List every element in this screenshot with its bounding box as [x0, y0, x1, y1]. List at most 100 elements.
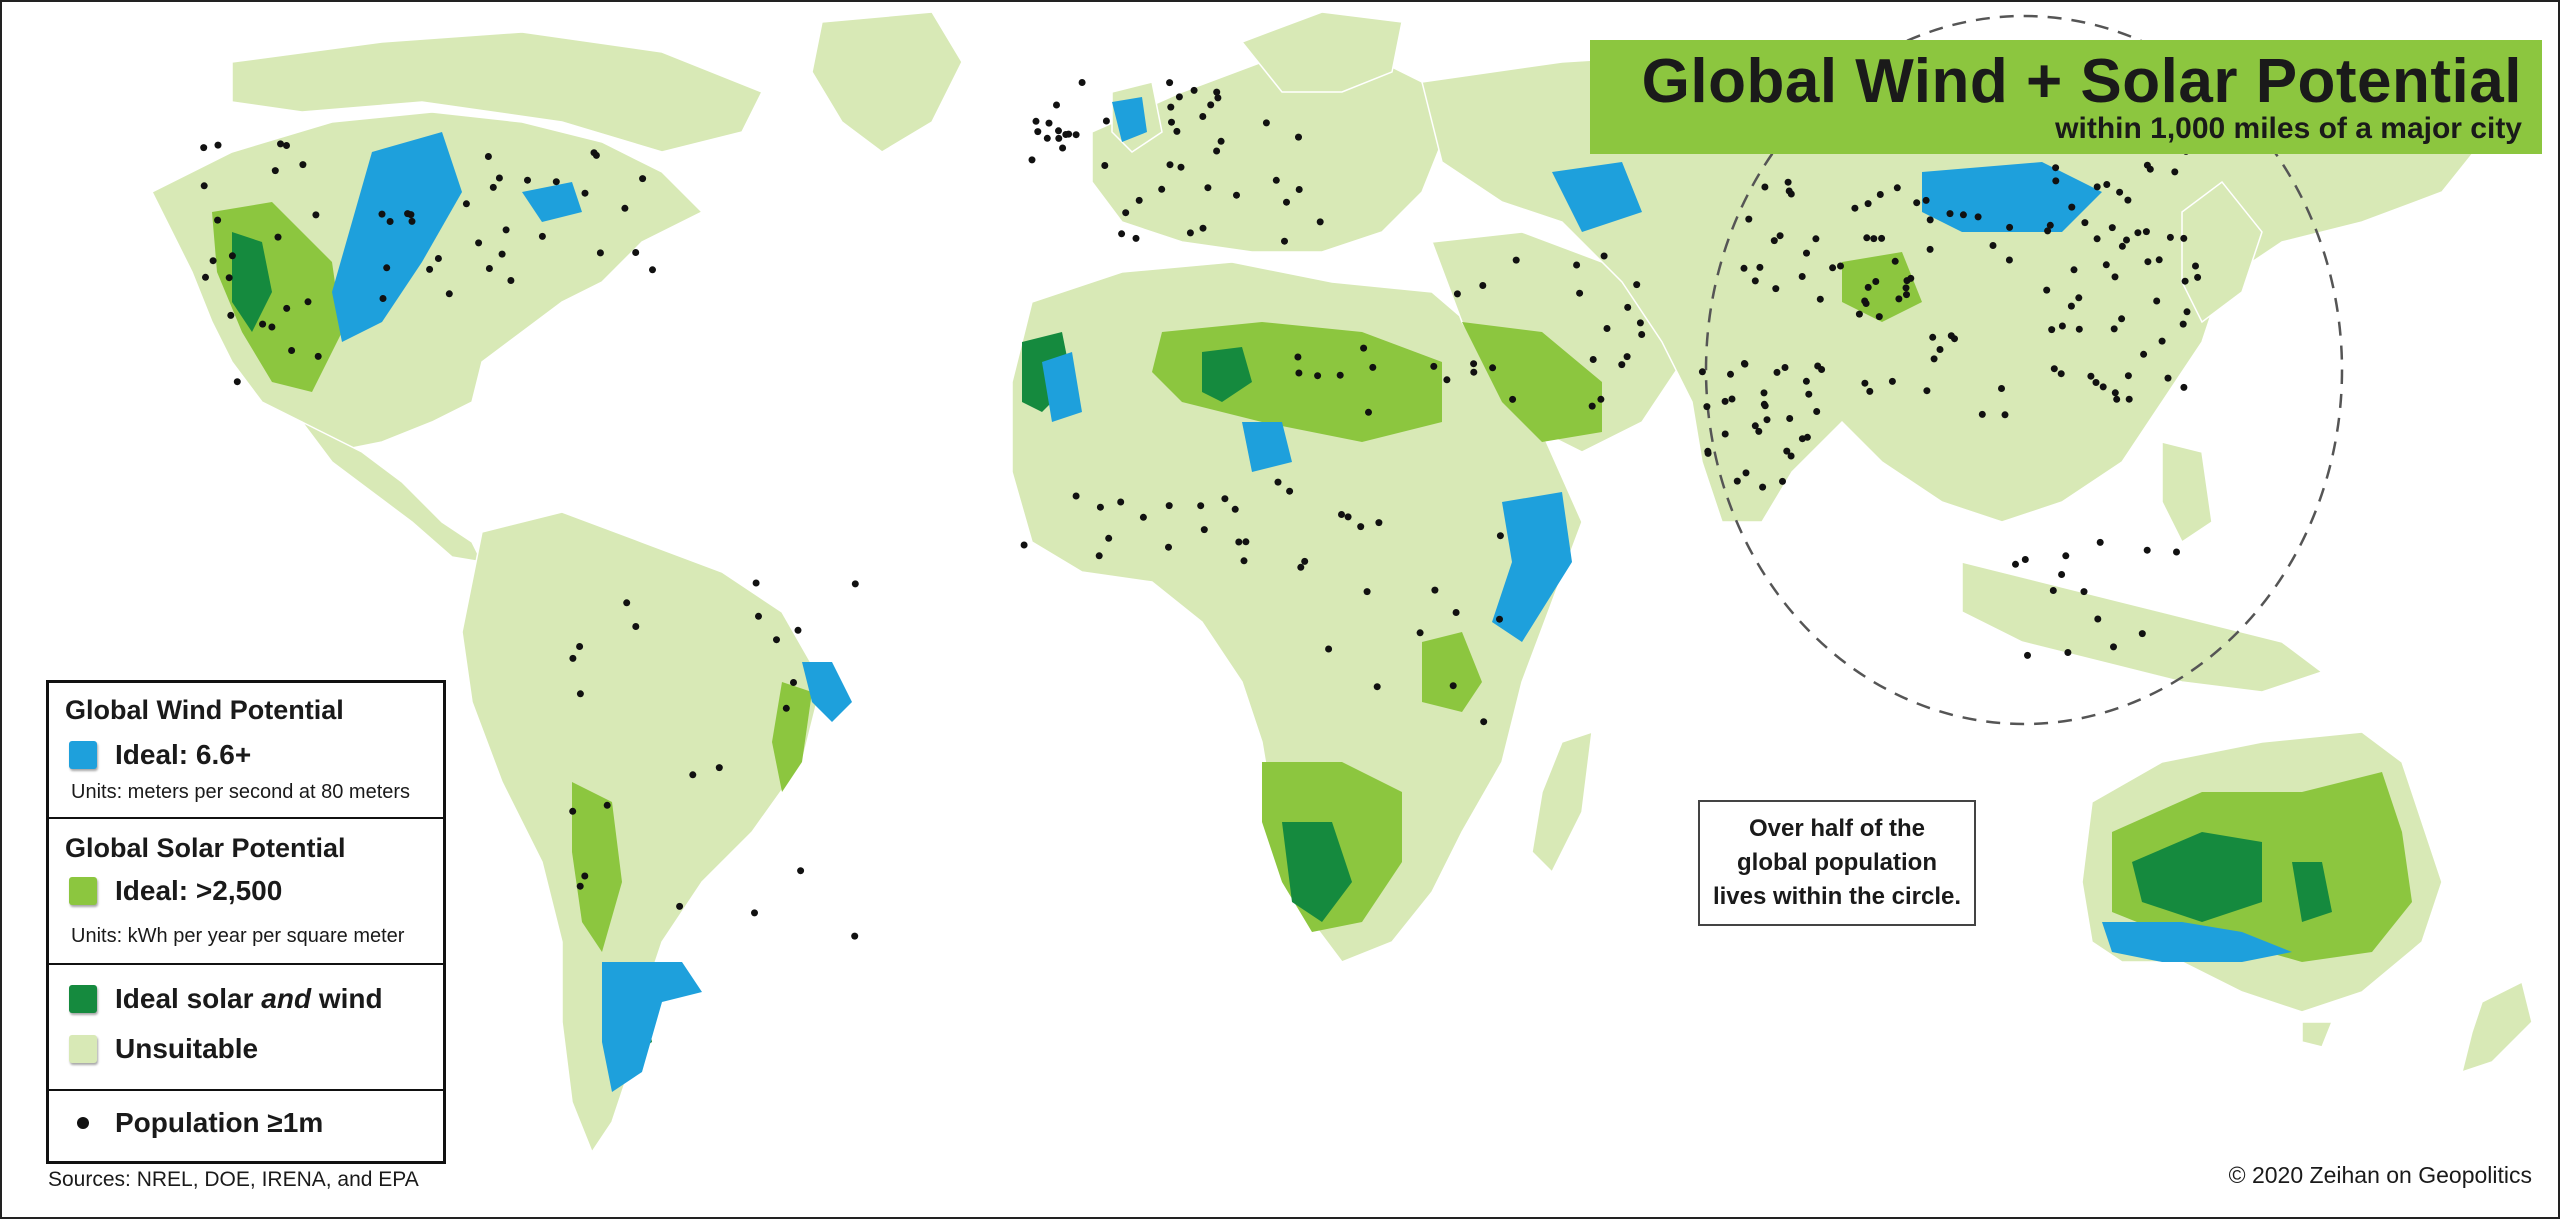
land-greenland	[811, 11, 963, 153]
population-dot	[1803, 433, 1811, 441]
population-dot	[1741, 360, 1749, 368]
legend-population-label: Population ≥1m	[115, 1107, 324, 1138]
population-dot	[1496, 615, 1503, 623]
solar-central-asia	[1842, 252, 1922, 322]
population-dot	[621, 204, 629, 212]
population-dot	[1589, 356, 1597, 363]
population-dot	[1855, 310, 1863, 318]
population-dot	[2006, 223, 2014, 231]
population-dot	[2192, 262, 2199, 270]
wind-morocco	[1042, 352, 1082, 422]
population-dot	[1929, 333, 1937, 341]
population-dot	[1763, 416, 1771, 424]
population-dot	[1168, 118, 1175, 126]
population-dot	[1043, 134, 1051, 142]
population-dot	[1122, 209, 1130, 217]
population-dot	[314, 352, 322, 360]
legend-both-row: Ideal solar and wind	[69, 983, 383, 1015]
population-dot	[2048, 326, 2056, 334]
population-dot	[1781, 364, 1789, 371]
wind-uk	[1112, 97, 1147, 142]
population-dot	[271, 167, 279, 175]
wind-great-lakes	[522, 182, 582, 222]
population-dot	[1175, 93, 1183, 101]
population-dot	[288, 347, 296, 354]
population-dot	[379, 295, 387, 302]
population-dot	[2075, 325, 2083, 333]
population-dot	[569, 654, 577, 662]
population-dot	[1989, 242, 1997, 249]
population-dot	[1893, 184, 1901, 192]
population-dot	[649, 266, 656, 274]
population-dot	[1930, 355, 1938, 363]
population-dot	[596, 249, 604, 257]
population-dot	[2123, 236, 2130, 244]
population-dot	[1636, 319, 1644, 327]
population-dot	[1262, 119, 1270, 127]
population-dot	[2005, 256, 2013, 264]
legend-wind-row: Ideal: 6.6+	[69, 739, 251, 771]
population-dot	[1573, 261, 1581, 269]
solar-east-africa	[1422, 632, 1482, 712]
wind-sahara	[1242, 422, 1292, 472]
population-dot	[1117, 498, 1125, 506]
population-dot	[1294, 353, 1302, 361]
population-dot	[1755, 427, 1763, 435]
legend-solar-row: Ideal: >2,500	[69, 875, 282, 907]
population-dot	[2044, 227, 2052, 235]
circle-note: Over half of the global population lives…	[1698, 800, 1976, 926]
population-dot	[1200, 526, 1208, 534]
population-dot	[209, 257, 217, 265]
population-dot	[1761, 183, 1769, 191]
population-dot	[1231, 505, 1239, 513]
population-dot	[1751, 422, 1759, 430]
population-dot	[1998, 385, 2005, 392]
population-dot	[1173, 127, 1181, 135]
unsuitable-swatch	[69, 1035, 97, 1063]
population-dot	[2080, 588, 2088, 596]
population-dot	[576, 643, 584, 650]
population-dot	[592, 151, 600, 159]
population-dot	[484, 153, 492, 160]
population-dot	[1745, 215, 1753, 223]
population-dot	[2052, 164, 2060, 172]
population-dot	[576, 882, 584, 890]
population-dot	[1095, 552, 1103, 560]
population-dot	[2057, 370, 2065, 378]
population-dot	[1770, 237, 1778, 245]
population-dot	[2111, 389, 2119, 397]
population-dot	[1864, 200, 1872, 208]
population-dot	[1866, 387, 1874, 395]
population-dot	[2067, 302, 2075, 310]
both-australia-west	[2132, 832, 2262, 922]
both-us	[232, 232, 272, 332]
solar-swatch	[69, 877, 97, 905]
population-dot	[1295, 369, 1303, 377]
population-dot	[214, 216, 222, 224]
population-dot	[2194, 273, 2202, 281]
population-dot	[1449, 682, 1457, 690]
population-dot	[1166, 161, 1174, 169]
wind-great-plains	[332, 132, 462, 342]
legend-wind-units: Units: meters per second at 80 meters	[71, 781, 411, 803]
population-dot	[1360, 344, 1368, 352]
population-dot	[1431, 586, 1439, 594]
population-dot	[283, 304, 291, 312]
population-dot	[489, 183, 497, 191]
population-dot	[851, 932, 859, 940]
land-central-america	[301, 421, 484, 563]
population-dot	[1837, 262, 1844, 270]
population-dot	[1721, 430, 1729, 438]
population-dot	[495, 174, 503, 182]
population-dot	[1369, 363, 1377, 371]
population-dot	[1430, 362, 1438, 370]
population-dot	[1761, 402, 1769, 410]
both-swatch	[69, 985, 97, 1013]
land-sea-islands	[1961, 561, 2324, 693]
population-dot	[1913, 199, 1921, 207]
population-dot	[2134, 229, 2142, 237]
population-dot	[538, 232, 546, 240]
population-dot	[1923, 387, 1931, 395]
population-dot	[2180, 234, 2188, 242]
